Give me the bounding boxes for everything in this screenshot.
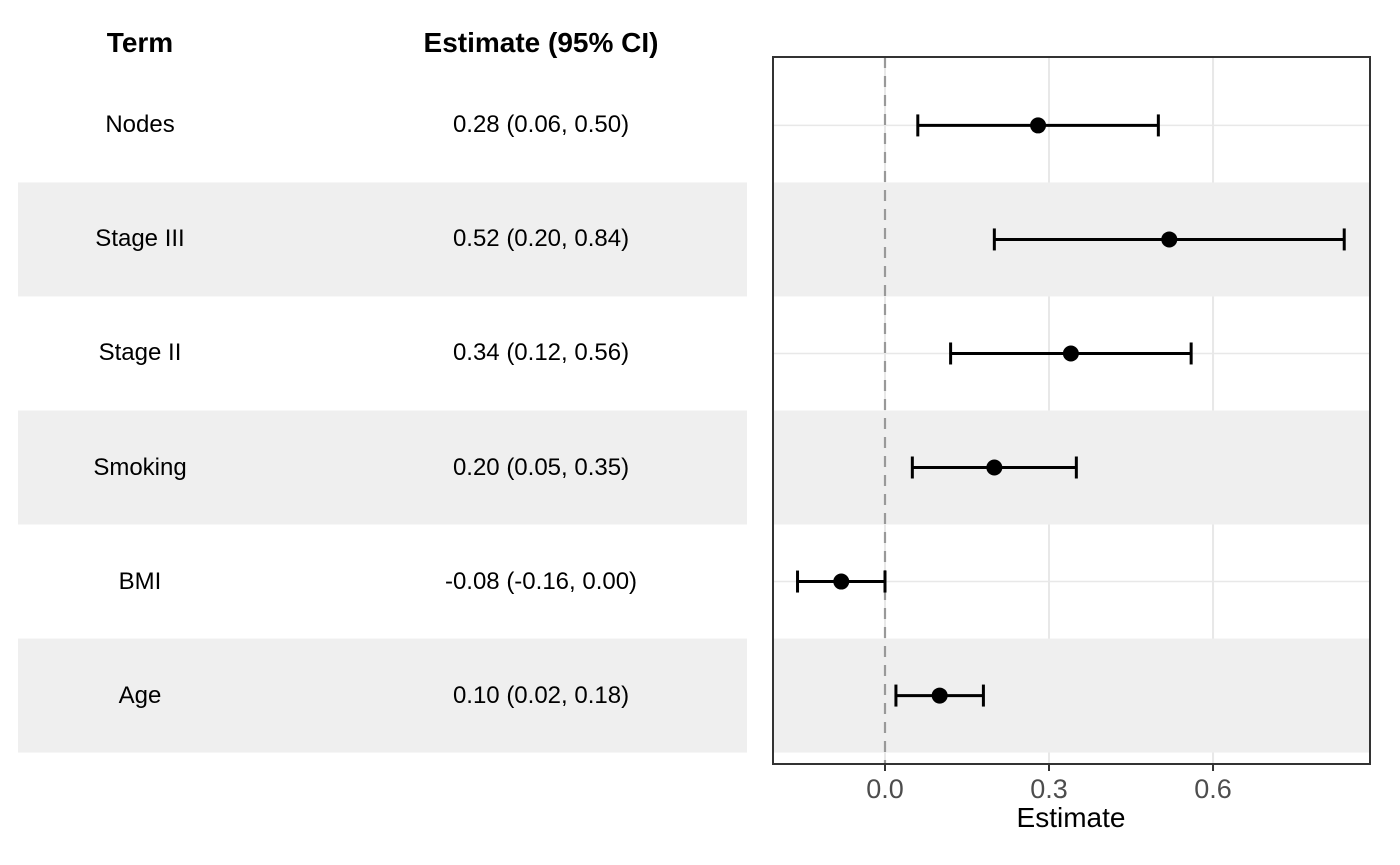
estimate-ci-value: 0.52 (0.20, 0.84) bbox=[452, 225, 630, 253]
term-label: Nodes bbox=[105, 111, 175, 139]
estimate-ci-value: 0.34 (0.12, 0.56) bbox=[452, 339, 630, 367]
x-axis-title: Estimate bbox=[1016, 802, 1126, 833]
estimate-ci-value: 0.28 (0.06, 0.50) bbox=[452, 111, 630, 139]
term-label: BMI bbox=[118, 567, 162, 595]
x-tick-label: 0.0 bbox=[866, 774, 904, 804]
estimate-ci-value: 0.10 (0.02, 0.18) bbox=[452, 681, 630, 709]
term-label: Age bbox=[118, 681, 162, 709]
term-label: Smoking bbox=[93, 453, 187, 481]
term-column-header: Term bbox=[106, 27, 174, 58]
estimate-ci-value: -0.08 (-0.16, 0.00) bbox=[444, 567, 638, 595]
x-tick-label: 0.3 bbox=[1030, 774, 1068, 804]
x-tick-label: 0.6 bbox=[1194, 774, 1232, 804]
estimate-ci-value: 0.20 (0.05, 0.35) bbox=[452, 453, 630, 481]
estimate-column-header: Estimate (95% CI) bbox=[423, 27, 659, 58]
term-label: Stage III bbox=[95, 225, 185, 253]
term-label: Stage II bbox=[98, 339, 182, 367]
